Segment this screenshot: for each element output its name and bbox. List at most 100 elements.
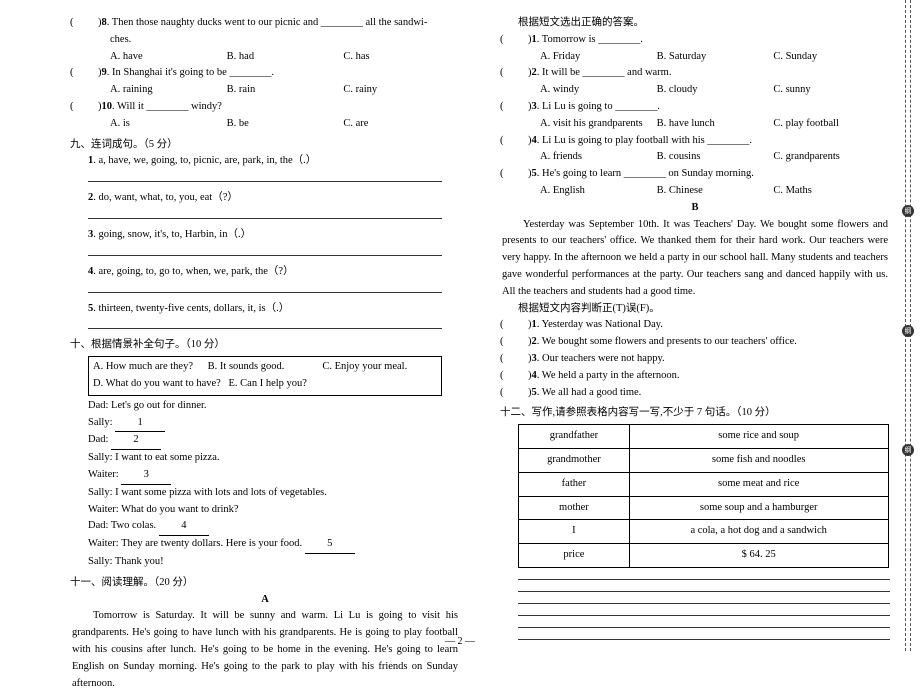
paren: ( <box>70 65 98 82</box>
o: C. sunny <box>773 82 890 99</box>
writing-line[interactable] <box>518 578 890 580</box>
tb4: ()4. We held a party in the afternoon. <box>500 368 890 385</box>
qt: . We held a party in the afternoon. <box>537 370 680 381</box>
fill-4[interactable]: 4 <box>159 518 209 536</box>
q10-opts: A. is B. be C. are <box>70 116 460 133</box>
page-number: — 2 — <box>0 636 920 647</box>
question-10: ( )10. Will it ________ windy? <box>70 99 460 116</box>
speaker: Waiter: <box>88 469 119 480</box>
blank-line[interactable] <box>88 254 442 256</box>
a-title: A <box>70 592 460 609</box>
writing-line[interactable] <box>518 602 890 604</box>
l4: Sally: I want to eat some pizza. <box>88 450 460 467</box>
cell: some fish and noodles <box>629 448 888 472</box>
qprefix: )10. Will it ________ windy? <box>98 99 222 116</box>
o: A. visit his grandparents <box>540 116 657 133</box>
s2: 2. do, want, what, to, you, eat（?） <box>70 190 460 207</box>
o: A. windy <box>540 82 657 99</box>
tb1: ()1. Yesterday was National Day. <box>500 317 890 334</box>
speaker: Sally: <box>88 417 113 428</box>
qtext: . Then those naughty ducks went to our p… <box>107 17 428 28</box>
qprefix: )3. Li Lu is going to ________. <box>528 99 660 116</box>
fill-2[interactable]: 2 <box>111 432 161 450</box>
tb5: ()5. We all had a good time. <box>500 385 890 402</box>
s5: 5. thirteen, twenty-five cents, dollars,… <box>70 301 460 318</box>
cell: $ 64. 25 <box>629 544 888 568</box>
writing-line[interactable] <box>518 626 890 628</box>
qa3: ()3. Li Lu is going to ________. <box>500 99 890 116</box>
qa1: ()1. Tomorrow is ________. <box>500 32 890 49</box>
o: A. Friday <box>540 49 657 66</box>
binding-decoration: 纲 纲 纲 <box>900 0 914 651</box>
opt-a: A. raining <box>110 82 227 99</box>
box-c: C. Enjoy your meal. <box>322 359 437 376</box>
stext: . a, have, we, going, to, picnic, are, p… <box>93 155 316 166</box>
qprefix: )3. Our teachers were not happy. <box>528 351 665 368</box>
s1: 1. a, have, we, going, to, picnic, are, … <box>70 153 460 170</box>
qt: . We bought some flowers and presents to… <box>537 336 797 347</box>
cell: I <box>519 520 630 544</box>
qa2: ()2. It will be ________ and warm. <box>500 65 890 82</box>
question-9: ( )9. In Shanghai it's going to be _____… <box>70 65 460 82</box>
qa5: ()5. He's going to learn ________ on Sun… <box>500 166 890 183</box>
s4: 4. are, going, to, go to, when, we, park… <box>70 264 460 281</box>
blank-line[interactable] <box>88 180 442 182</box>
stext: . are, going, to, go to, when, we, park,… <box>93 266 293 277</box>
paren: ( <box>500 385 528 402</box>
qa3-opts: A. visit his grandparentsB. have lunchC.… <box>500 116 890 133</box>
binding-icon: 纲 <box>902 325 914 337</box>
opt-c: C. has <box>343 49 460 66</box>
o: B. cloudy <box>657 82 774 99</box>
writing-line[interactable] <box>518 614 890 616</box>
o: A. English <box>540 183 657 200</box>
section-11-title: 十一、阅读理解。（20 分） <box>70 575 460 592</box>
paren: ( <box>70 99 98 116</box>
tb2: ()2. We bought some flowers and presents… <box>500 334 890 351</box>
o: C. Sunday <box>773 49 890 66</box>
blank-line[interactable] <box>88 327 442 329</box>
blank-line[interactable] <box>88 291 442 293</box>
l1: Dad: Let's go out for dinner. <box>88 398 460 415</box>
l6: Sally: I want some pizza with lots and l… <box>88 485 460 502</box>
qt: . Yesterday was National Day. <box>537 319 663 330</box>
paren: ( <box>500 133 528 150</box>
box-b: B. It sounds good. <box>208 359 323 376</box>
speaker: Waiter: They are twenty dollars. Here is… <box>88 538 302 549</box>
opt-c: C. rainy <box>343 82 460 99</box>
qprefix: )2. It will be ________ and warm. <box>528 65 671 82</box>
l2: Sally: 1 <box>88 415 460 433</box>
table-row: grandmothersome fish and noodles <box>519 448 889 472</box>
writing-area[interactable] <box>500 578 890 640</box>
o: C. Maths <box>773 183 890 200</box>
food-table: grandfathersome rice and soup grandmothe… <box>518 424 889 568</box>
blank-line[interactable] <box>88 217 442 219</box>
o: A. friends <box>540 149 657 166</box>
box-a: A. How much are they? <box>93 359 208 376</box>
l9: Waiter: They are twenty dollars. Here is… <box>88 536 460 554</box>
o: C. grandparents <box>773 149 890 166</box>
writing-line[interactable] <box>518 590 890 592</box>
qprefix: )1. Yesterday was National Day. <box>528 317 663 334</box>
passage-a: Tomorrow is Saturday. It will be sunny a… <box>70 608 460 692</box>
qprefix: )2. We bought some flowers and presents … <box>528 334 797 351</box>
binding-icon: 纲 <box>902 205 914 217</box>
opt-b: B. rain <box>227 82 344 99</box>
fill-1[interactable]: 1 <box>115 415 165 433</box>
binding-icon: 纲 <box>902 444 914 456</box>
paren: ( <box>500 334 528 351</box>
qa4-opts: A. friendsB. cousinsC. grandparents <box>500 149 890 166</box>
qt: . It will be ________ and warm. <box>537 67 672 78</box>
opt-b: B. had <box>227 49 344 66</box>
qtext: . Will it ________ windy? <box>112 101 222 112</box>
fill-3[interactable]: 3 <box>121 467 171 485</box>
stext: . going, snow, it's, to, Harbin, in（.） <box>93 229 251 240</box>
opt-b: B. be <box>227 116 344 133</box>
fill-5[interactable]: 5 <box>305 536 355 554</box>
l3: Dad: 2 <box>88 432 460 450</box>
l7: Waiter: What do you want to drink? <box>88 502 460 519</box>
qprefix: )5. We all had a good time. <box>528 385 641 402</box>
left-column: ( )8. Then those naughty ducks went to o… <box>70 15 460 692</box>
table-row: price$ 64. 25 <box>519 544 889 568</box>
qt: . He's going to learn ________ on Sunday… <box>537 168 754 179</box>
opt-a: A. is <box>110 116 227 133</box>
